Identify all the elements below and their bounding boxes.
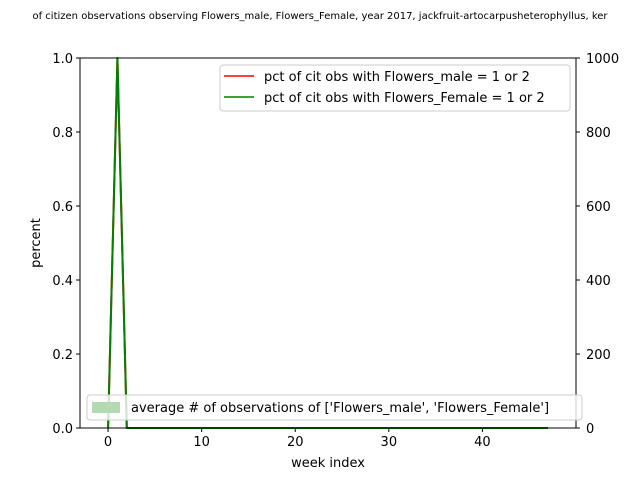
plot-frame (79, 57, 577, 429)
legend-bottom: average # of observations of ['Flowers_m… (86, 394, 583, 421)
x-tick-label: 40 (474, 435, 491, 450)
y2-tick-label: 400 (586, 274, 611, 289)
series-line-0 (107, 57, 548, 429)
y-axis-label: percent (29, 218, 44, 268)
y2-tick-label: 600 (586, 200, 611, 215)
legend-entry-female: pct of cit obs with Flowers_Female = 1 o… (264, 91, 545, 106)
y-tick-label: 1.0 (52, 52, 73, 67)
y-tick-label: 0.4 (52, 274, 73, 289)
y-tick-label: 0.2 (52, 348, 73, 363)
axes: 0 10 20 30 40 0.0 0.2 0.4 0.6 0.8 1.0 0 200 400 600 800… (52, 52, 619, 450)
x-tick-label: 20 (287, 435, 304, 450)
y2-tick-label: 200 (586, 348, 611, 363)
legend-entry-male: pct of cit obs with Flowers_male = 1 or … (264, 70, 530, 85)
x-tick-label: 10 (193, 435, 210, 450)
y-tick-label: 0.6 (52, 200, 73, 215)
y-tick-label: 0.8 (52, 126, 73, 141)
legend-entry-observations: average # of observations of ['Flowers_m… (131, 401, 549, 416)
chart-title: of citizen observations observing Flower… (32, 11, 608, 22)
y2-tick-label: 0 (586, 422, 594, 437)
y-tick-label: 0.0 (52, 422, 73, 437)
y2-tick-label: 1000 (586, 52, 619, 67)
legend-swatch-observations (92, 402, 120, 413)
x-tick-label: 30 (381, 435, 398, 450)
y2-tick-label: 800 (586, 126, 611, 141)
x-tick-label: 0 (104, 435, 112, 450)
plot-area (107, 57, 548, 429)
legend-top: pct of cit obs with Flowers_male = 1 or … (219, 64, 571, 112)
x-axis-label: week index (291, 456, 365, 471)
series-line-1 (107, 57, 548, 429)
